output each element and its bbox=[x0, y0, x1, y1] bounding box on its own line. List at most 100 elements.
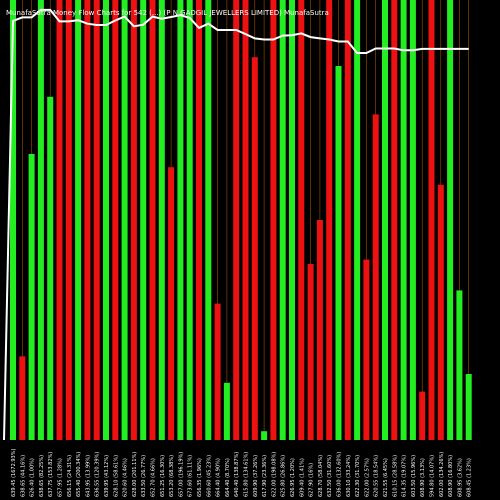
x-tick-label: 621.55 (6.45%) bbox=[383, 458, 389, 497]
x-tick-label: 603.50 (15.96%) bbox=[411, 455, 417, 497]
x-tick-label: 651.25 (16.30%) bbox=[160, 455, 166, 497]
bar-outflow bbox=[298, 0, 305, 440]
x-tick-label: 664.40 (8.70%) bbox=[225, 458, 231, 497]
x-tick-label: 626.95 (1.20%) bbox=[290, 458, 296, 497]
x-tick-label: 643.95 (13.99%) bbox=[85, 455, 91, 497]
bar-outflow bbox=[65, 0, 72, 440]
x-tick-label: 609.90 (37.26%) bbox=[253, 455, 259, 497]
x-tick-label: 653.20 (68.38%) bbox=[169, 455, 175, 497]
x-tick-label: 609.40 (1.41%) bbox=[299, 458, 305, 497]
x-tick-label: 608.45 (1.23%) bbox=[467, 458, 473, 497]
bar-outflow bbox=[391, 0, 398, 440]
x-tick-label: 657.95 (1.28%) bbox=[58, 458, 64, 497]
bar-outflow bbox=[196, 0, 202, 440]
bar-inflow bbox=[335, 66, 342, 440]
x-tick-label: 625.80 (26.86%) bbox=[281, 455, 287, 497]
bar-outflow bbox=[251, 57, 258, 440]
x-tick-label: 615.80 (134.61%) bbox=[244, 452, 250, 497]
bar-outflow bbox=[130, 0, 137, 440]
bar-inflow bbox=[140, 0, 147, 440]
bar-outflow bbox=[84, 0, 91, 440]
x-tick-label: 620.60 (4.46%) bbox=[123, 458, 129, 497]
bar-inflow bbox=[456, 290, 463, 440]
bar-inflow bbox=[103, 0, 109, 440]
x-tick-label: 638.65 (44.16%) bbox=[20, 455, 26, 497]
x-tick-label: 608.95 (3.62%) bbox=[457, 458, 463, 497]
bar-outflow bbox=[372, 114, 379, 441]
x-tick-label: 632.50 (31.60%) bbox=[327, 455, 333, 497]
bar-inflow bbox=[382, 0, 388, 440]
bar-inflow bbox=[121, 0, 128, 440]
x-tick-label: 614.35 (19.07%) bbox=[402, 455, 408, 497]
bar-inflow bbox=[400, 0, 407, 440]
x-tick-label: 638.65 (82.25%) bbox=[39, 455, 45, 497]
x-tick-label: 636.00 (132.60%) bbox=[337, 452, 343, 497]
x-tick-label: 637.75 (153.82%) bbox=[48, 452, 54, 497]
bar-outflow bbox=[428, 0, 435, 440]
bar-inflow bbox=[186, 0, 193, 440]
bar-inflow bbox=[10, 0, 16, 440]
x-tick-label: 673.60 (61.11%) bbox=[188, 455, 194, 497]
bar-inflow bbox=[223, 382, 230, 440]
bar-outflow bbox=[214, 303, 221, 440]
x-tick-label: 628.00 (201.11%) bbox=[132, 452, 138, 497]
x-tick-label: 636.55 (120.39%) bbox=[95, 452, 101, 497]
x-tick-label: 620.55 (18.54%) bbox=[374, 455, 380, 497]
bar-outflow bbox=[437, 184, 444, 440]
x-tick-label: 626.40 (1.00%) bbox=[30, 458, 36, 497]
x-tick-label: 594.80 (14.07%) bbox=[430, 455, 436, 497]
x-tick-label: 656.15 (24.31%) bbox=[67, 455, 73, 497]
bar-inflow bbox=[261, 431, 268, 440]
bar-inflow bbox=[205, 0, 212, 440]
x-tick-label: 622.00 (2.57%) bbox=[364, 458, 370, 497]
bar-outflow bbox=[233, 0, 240, 440]
x-tick-label: 622.00 (198.08%) bbox=[271, 452, 277, 497]
grid-layer bbox=[12, 0, 470, 440]
price-line bbox=[3, 8, 469, 441]
bar-outflow bbox=[149, 0, 156, 440]
x-tick-label: 608.90 (16.80%) bbox=[448, 455, 454, 497]
bar-inflow bbox=[279, 0, 286, 440]
bar-inflow bbox=[37, 0, 44, 440]
x-tick-label: 628.10 (58.61%) bbox=[113, 455, 119, 497]
x-tick-label: 628.70 (58.04%) bbox=[318, 455, 324, 497]
bar-outflow bbox=[112, 0, 119, 440]
bar-inflow bbox=[354, 0, 361, 440]
bar-outflow bbox=[168, 167, 175, 440]
x-tick-label: 602.00 (134.26%) bbox=[439, 452, 445, 497]
x-tick-label: 639.45 (1672.93%) bbox=[11, 449, 17, 497]
bar-outflow bbox=[270, 0, 277, 440]
x-tick-label: 608.90 (3.13%) bbox=[420, 458, 426, 497]
x-tick-label: 627.90 (16%) bbox=[309, 463, 315, 497]
bar-inflow bbox=[289, 0, 295, 440]
price-line-layer bbox=[3, 8, 469, 441]
x-tick-label: 639.95 (43.12%) bbox=[104, 455, 110, 497]
bar-outflow bbox=[56, 0, 63, 440]
x-tick-label: 630.10 (33.24%) bbox=[346, 455, 352, 497]
bar-inflow bbox=[177, 0, 184, 440]
bar-outflow bbox=[326, 0, 333, 440]
bar-inflow bbox=[465, 374, 472, 440]
bar-outflow bbox=[242, 0, 249, 440]
bar-inflow bbox=[28, 154, 35, 440]
bar-outflow bbox=[19, 356, 26, 440]
x-tick-label: 610.15 (28.58%) bbox=[392, 455, 398, 497]
x-tick-label: 660.60 (45.23%) bbox=[206, 455, 212, 497]
bar-inflow bbox=[447, 0, 454, 440]
x-tick-label: 657.00 (196.19%) bbox=[178, 452, 184, 497]
x-tick-label: 664.40 (4.90%) bbox=[216, 458, 222, 497]
bar-outflow bbox=[363, 259, 370, 440]
x-tick-label: 640.40 (138.87%) bbox=[234, 452, 240, 497]
x-tick-label: 656.35 (1.96%) bbox=[197, 458, 203, 497]
x-tick-label: 655.40 (200.34%) bbox=[76, 452, 82, 497]
x-tick-label: 617.90 (23.36%) bbox=[262, 455, 268, 497]
tick-label-layer: 639.45 (1672.93%) 638.65 (44.16%) 626.40 (… bbox=[11, 449, 473, 497]
bar-inflow bbox=[75, 0, 82, 440]
x-tick-label: 652.70 (4.66%) bbox=[151, 458, 157, 497]
bar-inflow bbox=[47, 96, 54, 441]
bar-outflow bbox=[316, 220, 323, 440]
bar-inflow bbox=[158, 0, 165, 440]
x-tick-label: 622.30 (31.70%) bbox=[355, 455, 361, 497]
bar-layer bbox=[10, 0, 472, 441]
